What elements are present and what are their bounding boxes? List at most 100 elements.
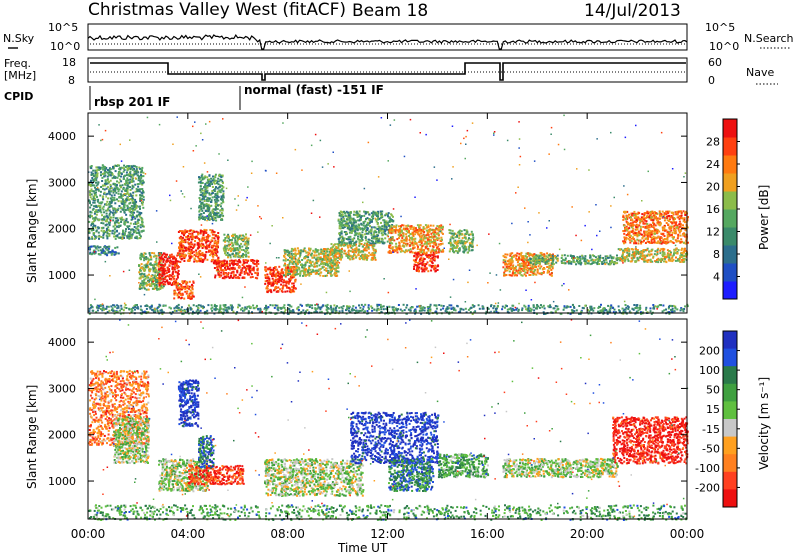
data-cell	[280, 274, 283, 277]
data-cell	[126, 236, 129, 239]
data-cell	[123, 205, 126, 208]
data-cell	[207, 184, 209, 187]
data-cell	[125, 181, 128, 184]
data-cell	[183, 253, 186, 256]
data-cell	[427, 238, 430, 241]
data-cell	[220, 189, 223, 192]
data-cell	[114, 164, 117, 167]
data-cell	[341, 237, 344, 240]
data-cell	[201, 192, 204, 195]
data-cell	[304, 273, 307, 276]
data-cell	[106, 175, 109, 178]
data-cell	[224, 266, 226, 269]
nave-tick-high: 60	[708, 56, 722, 69]
data-cell	[365, 225, 368, 228]
data-cell	[201, 178, 204, 181]
data-cell	[344, 242, 347, 245]
data-cell	[194, 236, 197, 239]
data-cell	[277, 280, 279, 283]
data-cell	[376, 228, 379, 230]
data-cell	[275, 290, 278, 293]
data-cell	[188, 287, 191, 290]
data-cell	[428, 230, 431, 233]
data-cell	[334, 243, 337, 246]
data-cell	[200, 191, 203, 194]
data-cell	[92, 196, 95, 199]
data-cell	[96, 175, 99, 178]
data-cell	[303, 256, 306, 259]
data-cell	[127, 208, 130, 211]
cpid-segment-normal: normal (fast) -151 IF	[244, 83, 384, 97]
data-cell	[386, 234, 389, 237]
data-cell	[203, 239, 206, 242]
data-cell	[200, 179, 203, 182]
data-cell	[356, 232, 359, 235]
data-cell	[130, 216, 133, 218]
data-cell	[100, 229, 103, 232]
data-cell	[383, 223, 386, 226]
data-cell	[434, 269, 437, 272]
data-cell	[187, 242, 190, 245]
data-cell	[518, 267, 521, 270]
data-cell	[131, 176, 134, 179]
data-cell	[137, 183, 140, 185]
data-cell	[164, 283, 167, 286]
data-cell	[314, 249, 317, 252]
data-cell	[212, 252, 215, 255]
data-cell	[346, 242, 349, 245]
data-cell	[140, 180, 143, 183]
data-cell	[198, 213, 201, 216]
data-cell	[109, 174, 112, 177]
data-cell	[283, 256, 286, 258]
data-cell	[276, 282, 279, 285]
data-cell	[328, 248, 331, 251]
data-cell	[282, 286, 284, 289]
data-cell	[415, 231, 418, 233]
data-cell	[372, 247, 375, 250]
data-cell	[133, 226, 136, 228]
data-cell	[422, 239, 425, 242]
data-cell	[179, 256, 181, 259]
data-cell	[201, 239, 203, 242]
data-cell	[119, 178, 122, 181]
data-cell	[294, 254, 297, 257]
data-cell	[415, 252, 418, 255]
data-cell	[295, 273, 298, 276]
data-cell	[411, 251, 414, 254]
data-cell	[385, 227, 388, 230]
data-cell	[109, 168, 112, 171]
data-cell	[220, 212, 223, 214]
data-cell	[99, 201, 102, 204]
data-cell	[164, 263, 167, 266]
data-cell	[384, 214, 387, 217]
data-cell	[155, 287, 157, 289]
data-cell	[425, 241, 428, 244]
data-cell	[326, 274, 328, 277]
data-cell	[396, 248, 399, 251]
data-cell	[114, 177, 117, 179]
data-cell	[98, 166, 101, 169]
data-cell	[141, 218, 144, 221]
data-cell	[370, 244, 373, 247]
data-cell	[516, 270, 519, 273]
data-cell	[266, 275, 269, 278]
data-cell	[116, 209, 119, 211]
data-cell	[96, 168, 99, 171]
data-cell	[294, 279, 297, 282]
data-cell	[543, 255, 546, 258]
data-cell	[118, 181, 121, 184]
data-cell	[178, 248, 181, 251]
data-cell	[451, 229, 454, 232]
data-cell	[211, 209, 214, 212]
data-cell	[341, 242, 344, 245]
data-cell	[364, 220, 367, 223]
data-cell	[207, 215, 210, 217]
data-cell	[367, 246, 370, 249]
data-cell	[144, 277, 147, 280]
data-cell	[207, 210, 210, 212]
data-cell	[111, 249, 114, 252]
data-cell	[213, 182, 216, 185]
data-cell	[226, 247, 229, 250]
data-cell	[92, 222, 95, 225]
data-cell	[389, 241, 392, 244]
